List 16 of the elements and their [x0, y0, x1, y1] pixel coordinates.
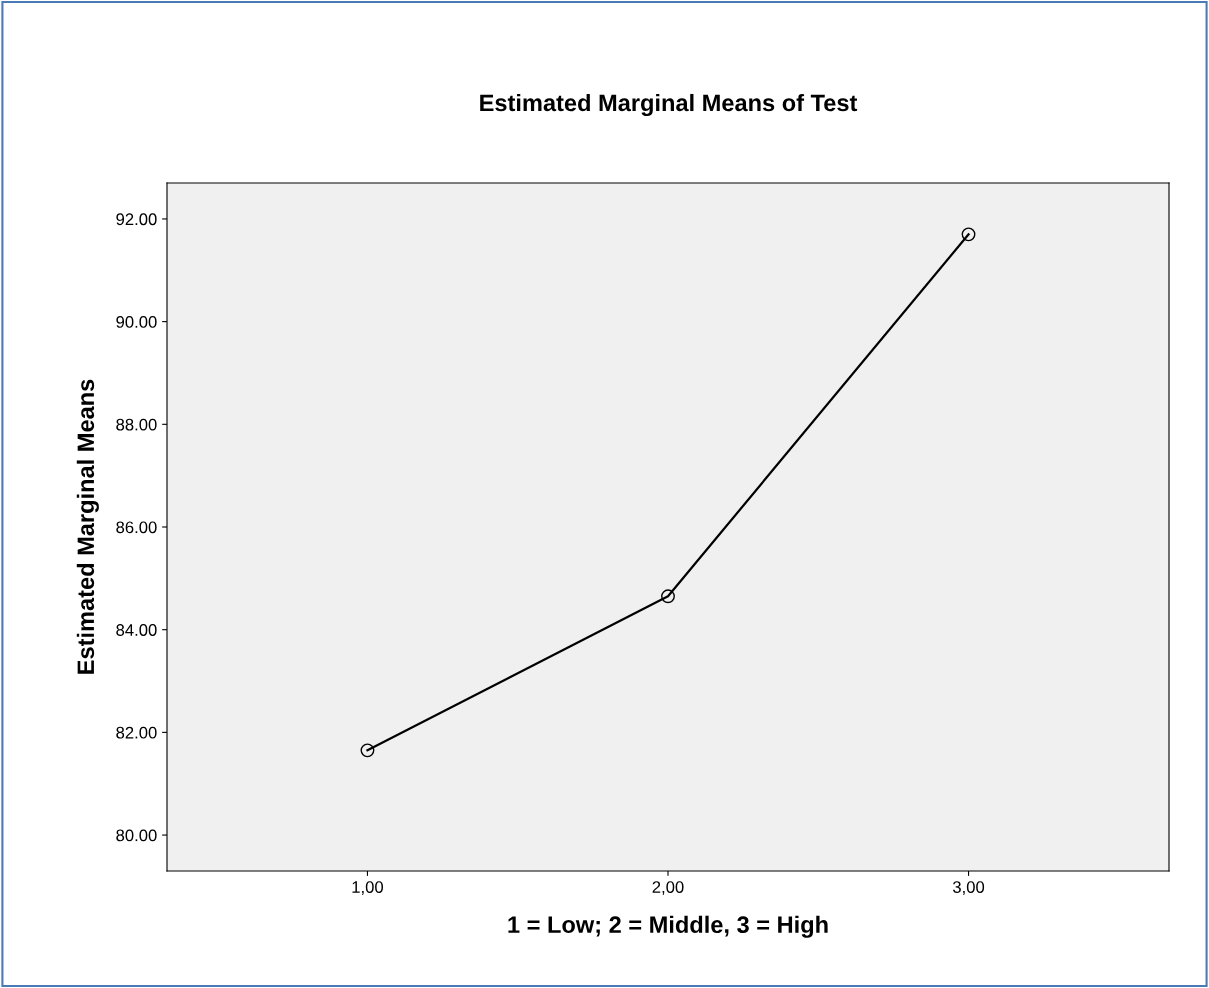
- y-tick-label: 80.00: [116, 829, 157, 842]
- y-tick-label: 84.00: [116, 624, 157, 636]
- x-tick-label: 1,00: [352, 881, 384, 895]
- y-tick-label: 92.00: [116, 213, 157, 226]
- point: [961, 227, 976, 242]
- y-tick-label: 86.00: [116, 521, 157, 534]
- x-tick-label: 2,00: [652, 881, 684, 895]
- y-tick-label: 88.00: [116, 418, 157, 431]
- y-tick-label: 82.00: [116, 726, 157, 739]
- point: [661, 589, 675, 604]
- y-tick-label: 90.00: [116, 316, 157, 328]
- point: [360, 743, 375, 758]
- y-axis-title: Estimated Marginal Means: [76, 379, 99, 674]
- x-tick-label: 3,00: [952, 881, 985, 895]
- chart-title: Estimated Marginal Means of Test: [480, 93, 858, 117]
- x-axis-title: 1 = Low; 2 = Middle, 3 = High: [508, 915, 828, 938]
